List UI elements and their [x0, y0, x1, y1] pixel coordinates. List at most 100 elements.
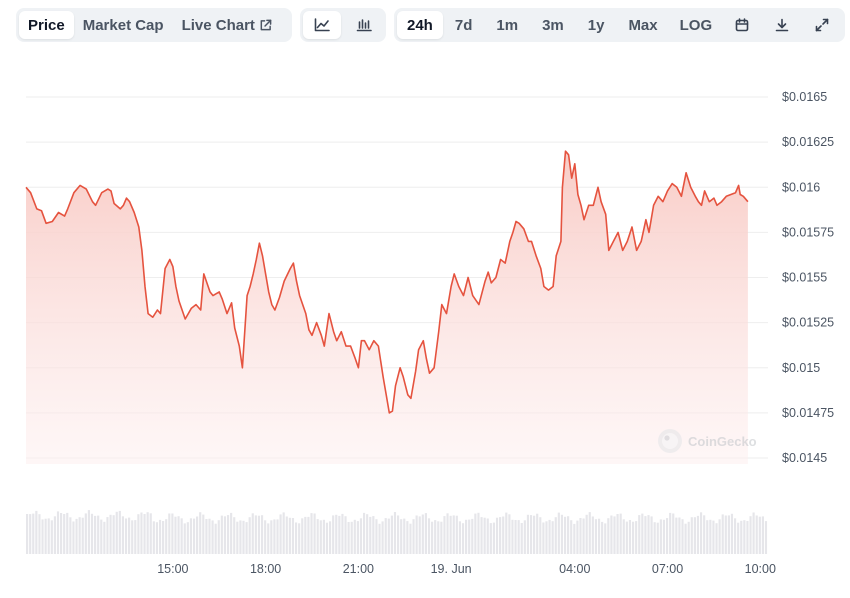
volume-bar [26, 514, 29, 554]
tab-range-7d[interactable]: 7d [454, 16, 473, 34]
volume-bar [267, 523, 270, 554]
x-tick-label: 04:00 [559, 562, 590, 576]
x-axis: 15:00 18:00 21:00 19. Jun 04:00 07:00 10:00 [157, 562, 776, 576]
volume-bar [681, 519, 684, 554]
download-icon [775, 18, 789, 32]
calendar-button[interactable] [722, 11, 762, 39]
volume-bar [424, 513, 427, 554]
line-chart-button[interactable] [303, 11, 341, 39]
volume-bar [174, 516, 177, 554]
expand-icon [815, 18, 829, 32]
volume-bar [81, 517, 84, 554]
volume-bar [443, 516, 446, 554]
volume-bar [529, 515, 533, 554]
volume-bar [230, 512, 233, 554]
volume-bar [115, 511, 118, 554]
volume-bar [251, 513, 254, 554]
volume-bar [687, 521, 690, 554]
volume-bar [452, 515, 455, 554]
x-tick-label: 21:00 [343, 562, 374, 576]
volume-bar [375, 519, 378, 554]
x-tick-label: 07:00 [652, 562, 683, 576]
volume-bar [168, 513, 171, 554]
tab-range-1y[interactable]: 1y [587, 16, 605, 34]
volume-bar [591, 516, 594, 554]
volume-bar [276, 519, 279, 554]
x-tick-label: 15:00 [157, 562, 188, 576]
volume-bar [378, 523, 381, 554]
y-tick-label: $0.0155 [782, 271, 827, 285]
volume-bar [381, 521, 384, 554]
volume-bar [124, 518, 128, 554]
volume-bar [437, 521, 440, 554]
y-tick-label: $0.01625 [782, 135, 834, 149]
tab-range-1m[interactable]: 1m [496, 16, 519, 34]
volume-bar [400, 519, 403, 554]
volume-bar [607, 518, 610, 554]
volume-bar [749, 516, 752, 554]
volume-bar [539, 517, 542, 554]
volume-bar [415, 515, 418, 554]
volume-bar [548, 519, 551, 554]
tab-range-24h[interactable]: 24h [397, 11, 443, 39]
volume-bar [567, 516, 570, 554]
volume-bar [545, 521, 548, 554]
tab-live-chart[interactable]: Live Chart [173, 11, 281, 39]
volume-bar [601, 521, 604, 554]
volume-bar [257, 515, 261, 554]
volume-bar [434, 520, 437, 554]
volume-bar [706, 520, 709, 554]
volume-bar [631, 521, 635, 554]
volume-bar [514, 520, 517, 554]
volume-bar [128, 517, 131, 554]
volume-bar [495, 517, 499, 554]
volume-bar [468, 519, 471, 554]
volume-bar [180, 518, 183, 554]
watermark-text: CoinGecko [688, 434, 757, 449]
volume-bar [384, 518, 387, 554]
volume-bar [582, 518, 585, 554]
volume-bar [183, 523, 186, 554]
volume-bar [137, 514, 140, 554]
volume-bar [588, 512, 591, 554]
volume-bar [724, 515, 727, 554]
volume-bar [38, 514, 41, 554]
volume-bar [294, 522, 298, 554]
volume-bar [69, 517, 72, 554]
volume-bar [579, 518, 582, 554]
tab-price[interactable]: Price [19, 11, 74, 39]
volume-bar [94, 515, 97, 554]
volume-bar [622, 519, 625, 554]
expand-button[interactable] [802, 11, 842, 39]
volume-bars [26, 510, 768, 554]
y-tick-label: $0.01525 [782, 316, 834, 330]
volume-bar [199, 512, 202, 554]
tab-range-max[interactable]: Max [628, 16, 658, 34]
tab-market-cap[interactable]: Market Cap [82, 16, 164, 34]
volume-bar [474, 513, 477, 554]
tab-range-3m[interactable]: 3m [542, 16, 564, 34]
volume-bar [712, 520, 715, 554]
candlestick-chart-button[interactable] [345, 11, 383, 39]
volume-bar [684, 523, 687, 554]
volume-bar [177, 516, 180, 554]
download-button[interactable] [762, 11, 802, 39]
volume-bar [740, 520, 743, 554]
volume-bar [610, 515, 613, 554]
tab-log-scale[interactable]: LOG [679, 16, 713, 34]
volume-bar [393, 512, 397, 554]
volume-bar [461, 523, 465, 554]
volume-bar [121, 516, 124, 554]
volume-bar [273, 519, 276, 554]
volume-bar [446, 513, 449, 554]
volume-bar [638, 515, 641, 554]
volume-bar [341, 513, 344, 554]
volume-bar [641, 513, 644, 554]
volume-bar [223, 516, 227, 554]
volume-bar [53, 516, 56, 554]
volume-bar [344, 516, 347, 554]
volume-bar [75, 518, 78, 554]
volume-bar [418, 516, 421, 554]
volume-bar [505, 512, 508, 554]
